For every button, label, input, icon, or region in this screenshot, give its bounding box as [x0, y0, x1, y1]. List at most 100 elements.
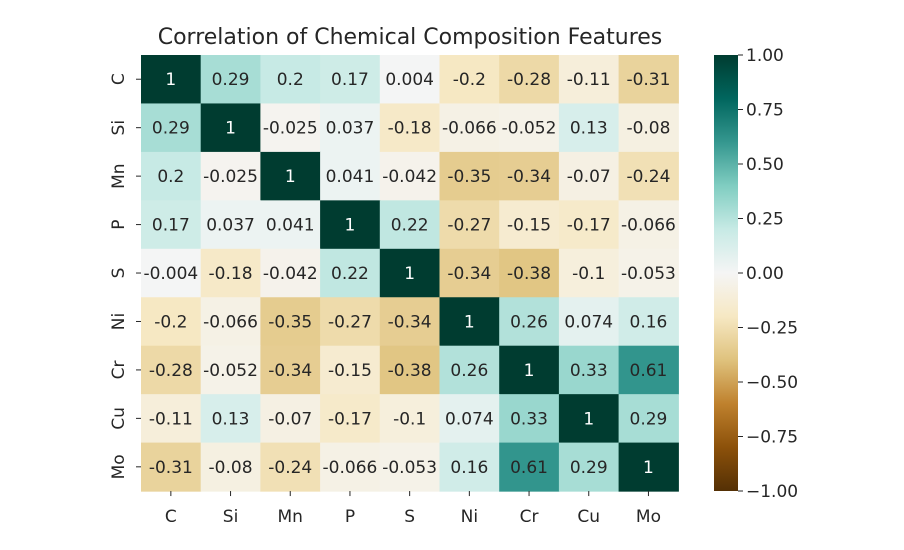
- heatmap-cell: [260, 55, 321, 105]
- heatmap-cell: [618, 345, 679, 395]
- y-tick-label: Cu: [109, 407, 129, 430]
- heatmap-cell: [618, 55, 679, 105]
- x-tick-label: C: [165, 507, 177, 527]
- heatmap-cell: [439, 103, 500, 153]
- x-tick-label: Si: [223, 507, 239, 527]
- heatmap-cell: [320, 55, 381, 105]
- colorbar-tick-label: −0.25: [746, 319, 798, 339]
- cell-annotation: -0.34: [447, 264, 491, 284]
- cell-annotation: 1: [225, 119, 236, 139]
- cell-annotation: -0.042: [382, 167, 437, 187]
- colorbar-tick-label: −1.00: [746, 482, 798, 502]
- cell-annotation: 0.074: [445, 409, 494, 429]
- cell-annotation: -0.053: [382, 458, 437, 478]
- cell-annotation: -0.34: [507, 167, 551, 187]
- heatmap-cell: [439, 345, 500, 395]
- heatmap-cell: [379, 442, 441, 492]
- heatmap-cell: [618, 103, 679, 153]
- cell-annotation: -0.07: [567, 167, 611, 187]
- heatmap-cell: [320, 248, 381, 298]
- colorbar-tick-label: 0.00: [746, 264, 784, 284]
- heatmap-cell: [618, 442, 679, 492]
- cell-annotation: -0.38: [507, 264, 551, 284]
- heatmap-cell: [141, 394, 202, 444]
- y-axis: C Si Mn P S Ni Cr Cu Mo: [109, 73, 141, 479]
- colorbar-tick-label: −0.50: [746, 373, 798, 393]
- heatmap-cell: [200, 151, 261, 201]
- heatmap-cell: [320, 151, 381, 201]
- heatmap-cell: [260, 345, 321, 395]
- cell-annotation: -0.1: [393, 409, 426, 429]
- heatmap-cell: [141, 248, 202, 298]
- heatmap-cell: [558, 103, 620, 153]
- heatmap-cell: [499, 200, 560, 250]
- cell-annotation: -0.27: [328, 312, 372, 332]
- heatmap-cell: [618, 297, 679, 347]
- heatmap-cell: [200, 248, 261, 298]
- heatmap-cell: [439, 442, 500, 492]
- heatmap-cell: [141, 297, 202, 347]
- heatmap-cell: [200, 55, 261, 105]
- heatmap-cell: [320, 394, 381, 444]
- heatmap-cell: [141, 200, 202, 250]
- heatmap-cell: [558, 200, 620, 250]
- y-tick-label: Mo: [109, 454, 129, 479]
- cell-annotation: -0.34: [388, 312, 432, 332]
- heatmap-cell: [439, 55, 500, 105]
- cell-annotation: 0.13: [570, 119, 608, 139]
- cell-annotation: -0.28: [507, 70, 551, 90]
- heatmap-annotations: 1 0.29 0.2 0.17 0.004 -0.2 -0.28 -0.11 -0.310.29…: [143, 70, 675, 478]
- cell-annotation: -0.28: [149, 361, 193, 381]
- cell-annotation: -0.066: [203, 312, 258, 332]
- cell-annotation: -0.066: [442, 119, 497, 139]
- cell-annotation: 0.29: [212, 70, 250, 90]
- cell-annotation: -0.066: [621, 216, 676, 236]
- heatmap-cell: [141, 103, 202, 153]
- cell-annotation: -0.1: [572, 264, 605, 284]
- heatmap-cell: [439, 200, 500, 250]
- cell-annotation: 0.61: [630, 361, 668, 381]
- heatmap-cell: [260, 103, 321, 153]
- cell-annotation: 0.29: [152, 119, 190, 139]
- cell-annotation: 1: [583, 409, 594, 429]
- heatmap-cell: [379, 345, 441, 395]
- cell-annotation: 1: [643, 458, 654, 478]
- heatmap-cell: [320, 345, 381, 395]
- colorbar-tick-label: 1.00: [746, 46, 784, 66]
- heatmap-cell: [260, 151, 321, 201]
- heatmap-cell: [200, 442, 261, 492]
- x-tick-label: Cu: [577, 507, 600, 527]
- x-tick-label: Cr: [520, 507, 539, 527]
- heatmap-cell: [379, 200, 441, 250]
- colorbar: 1.00 0.75 0.50 0.25 0.00 −0.25 −0.50 −0.75 −1.00: [714, 46, 798, 502]
- y-tick-label: S: [109, 268, 129, 279]
- cell-annotation: -0.17: [328, 409, 372, 429]
- cell-annotation: 0.26: [510, 312, 548, 332]
- heatmap-cell: [499, 151, 560, 201]
- heatmap-cell: [618, 151, 679, 201]
- x-axis: C Si Mn P S Ni Cr Cu Mo: [165, 491, 661, 527]
- heatmap-cell: [379, 151, 441, 201]
- cell-annotation: -0.066: [323, 458, 378, 478]
- heatmap-cell: [499, 394, 560, 444]
- x-tick-label: Mn: [278, 507, 303, 527]
- x-tick-label: S: [404, 507, 415, 527]
- heatmap-cell: [200, 103, 261, 153]
- colorbar-tick-label: 0.25: [746, 210, 784, 230]
- colorbar-gradient: [714, 55, 738, 491]
- cell-annotation: -0.31: [149, 458, 193, 478]
- heatmap-cell: [618, 394, 679, 444]
- x-tick-label: P: [345, 507, 355, 527]
- colorbar-tick-label: 0.50: [746, 155, 784, 175]
- heatmap-cell: [439, 297, 500, 347]
- heatmap-cell: [558, 248, 620, 298]
- heatmap-cell: [558, 55, 620, 105]
- cell-annotation: 0.16: [630, 312, 668, 332]
- y-tick-label: Mn: [109, 163, 129, 188]
- cell-annotation: -0.35: [447, 167, 491, 187]
- cell-annotation: 0.22: [331, 264, 369, 284]
- cell-annotation: 0.22: [391, 216, 429, 236]
- heatmap-cell: [379, 297, 441, 347]
- cell-annotation: -0.18: [209, 264, 253, 284]
- cell-annotation: -0.004: [143, 264, 198, 284]
